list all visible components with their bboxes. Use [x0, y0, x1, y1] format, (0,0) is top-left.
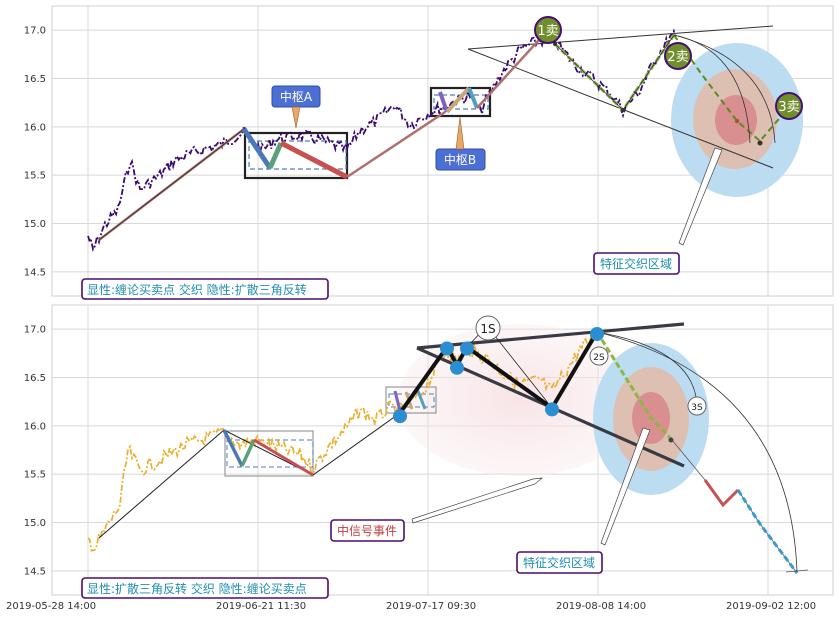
x-tick-label: 2019-09-02 12:00	[726, 601, 816, 612]
bottom-legend: 显性:扩散三角反转 交织 隐性:缠论买卖点	[81, 577, 329, 599]
bottom-legend-text: 显性:扩散三角反转 交织 隐性:缠论买卖点	[87, 581, 307, 596]
top-y-ticks: 17.0 16.5 16.0 15.5 15.0 14.5	[24, 26, 46, 279]
bottom-pattern-line	[398, 330, 599, 415]
bottom-panel: 17.0 16.5 16.0 15.5 15.0 14.5 2019-05-28 14:0…	[6, 304, 834, 612]
zone-a-box	[243, 131, 349, 180]
bottom-y-tick-label: 15.5	[24, 470, 46, 481]
top-legend: 显性:缠论买卖点 交织 隐性:扩散三角反转	[81, 278, 329, 300]
pattern-point	[545, 402, 559, 417]
bottom-projection-green	[595, 331, 674, 442]
zone-a-inner	[248, 140, 347, 170]
top-y-tick-label: 16.0	[24, 122, 46, 133]
marker-1s-label: 1S	[480, 322, 495, 336]
bottom-pattern-points	[393, 327, 604, 424]
pattern-point	[450, 360, 464, 375]
sell-point-2: 2卖	[664, 42, 692, 70]
top-trend-up-1-line	[98, 128, 245, 241]
zone-a-stroke-3	[279, 140, 349, 180]
top-legend-text: 显性:缠论买卖点 交织 隐性:扩散三角反转	[87, 282, 307, 297]
sell-point-1-label: 1卖	[537, 24, 558, 39]
zone-b-box	[429, 86, 492, 118]
top-feature-label: 特征交织区域	[600, 256, 672, 271]
zone-a-stroke-2	[267, 141, 284, 170]
zone-a-stroke-1	[241, 127, 273, 170]
top-trend-node-2	[553, 42, 557, 46]
bottom-projection-arc	[596, 331, 798, 573]
top-panel: 17.0 16.5 16.0 15.5 15.0 14.5	[24, 5, 834, 300]
top-y-tick-label: 15.0	[24, 219, 46, 230]
zone-b-label: 中枢B	[444, 152, 476, 167]
bottom-zone-inner	[226, 439, 314, 468]
top-y-tick-label: 14.5	[24, 267, 46, 278]
bottom-price-line	[87, 334, 596, 552]
bottom-y-tick-label: 16.0	[24, 421, 46, 432]
bottom-zone-stroke-3	[253, 438, 314, 477]
x-tick-label: 2019-07-17 09:30	[386, 601, 476, 612]
marker-2s: 2S	[589, 346, 609, 366]
bottom-projection-blue	[736, 489, 799, 574]
medium-signal-label: 中信号事件	[337, 523, 397, 538]
marker-3s-label: 3S	[691, 403, 703, 413]
bottom-zone-box-2	[385, 386, 437, 414]
zone-b-stroke-3	[467, 87, 479, 109]
top-y-tick-label: 15.5	[24, 171, 46, 182]
marker-3s: 3S	[687, 396, 707, 416]
zone-b-callout: 中枢B	[435, 116, 486, 171]
bottom-feature-label: 特征交织区域	[523, 555, 595, 570]
bottom-feature-callout: 特征交织区域	[516, 427, 651, 574]
bottom-y-ticks: 17.0 16.5 16.0 15.5 15.0 14.5	[24, 325, 46, 578]
bottom-zone-stroke-2	[240, 439, 256, 467]
bottom-trend-line	[98, 412, 401, 539]
bottom-zone2-stroke-3	[416, 390, 427, 410]
sell-point-3-label: 3卖	[778, 100, 799, 115]
top-trend-up-2	[346, 110, 446, 179]
bottom-projection-red	[703, 479, 740, 508]
top-y-tick-label: 16.5	[24, 74, 46, 85]
top-trend-up-3	[476, 29, 549, 109]
top-projection-arc-2	[673, 34, 751, 144]
bottom-y-tick-label: 17.0	[24, 325, 46, 336]
zone-b-stroke-1	[438, 91, 449, 113]
x-tick-label: 2019-08-08 14:00	[556, 601, 646, 612]
bottom-y-tick-label: 14.5	[24, 566, 46, 577]
bottom-projection-end	[785, 569, 809, 573]
zone-a-callout: 中枢A	[271, 85, 321, 129]
bottom-y-tick-label: 16.5	[24, 373, 46, 384]
marker-1s: 1S	[475, 315, 501, 341]
bottom-zone2-stroke-1	[393, 390, 402, 412]
bottom-zone-stroke-1	[222, 429, 244, 467]
top-trend-node	[621, 108, 625, 112]
marker-2s-label: 2S	[593, 353, 605, 363]
pattern-point	[460, 341, 474, 356]
x-tick-label: 2019-06-21 11:30	[216, 601, 306, 612]
top-y-tick-label: 17.0	[24, 26, 46, 37]
pattern-point	[440, 341, 454, 356]
top-projection-endpoint	[757, 140, 763, 146]
sell-point-1: 1卖	[534, 16, 562, 44]
pattern-point	[393, 409, 407, 424]
x-tick-label: 2019-05-28 14:00	[6, 601, 96, 612]
sell-point-2-label: 2卖	[667, 50, 688, 65]
top-feature-callout: 特征交织区域	[593, 147, 723, 275]
top-grid	[52, 6, 833, 296]
top-triangle-upper	[467, 25, 774, 50]
bottom-x-ticks: 2019-05-28 14:00 2019-06-21 11:30 2019-07-…	[6, 601, 816, 612]
bottom-y-tick-label: 15.0	[24, 518, 46, 529]
sell-point-3: 3卖	[775, 92, 803, 120]
zone-a-label: 中枢A	[280, 89, 313, 104]
bottom-projection-node	[668, 437, 674, 443]
bottom-triangle-upper	[416, 322, 685, 350]
pattern-point	[590, 327, 604, 341]
zone-b-stroke-2	[445, 86, 471, 114]
medium-signal-callout: 中信号事件	[330, 477, 544, 542]
